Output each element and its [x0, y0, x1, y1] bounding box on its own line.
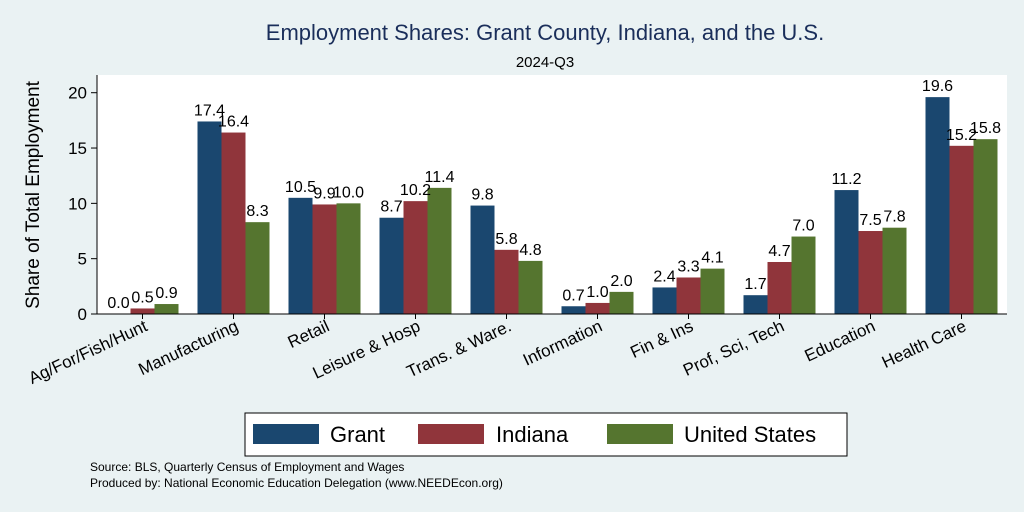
legend-label: Grant — [330, 422, 385, 447]
bar-indiana — [767, 261, 792, 314]
data-label: 11.4 — [425, 169, 455, 186]
data-label: 4.8 — [519, 242, 541, 259]
bar-united-states — [427, 187, 452, 314]
bar-grant — [288, 197, 313, 314]
bar-united-states — [973, 139, 998, 314]
bar-grant — [561, 306, 586, 314]
legend-label: Indiana — [496, 422, 569, 447]
bar-grant — [652, 287, 677, 314]
legend-swatch-indiana — [418, 424, 484, 444]
bar-grant — [743, 295, 768, 314]
bar-united-states — [245, 222, 270, 314]
bar-grant — [379, 217, 404, 314]
y-axis-label: Share of Total Employment — [23, 80, 44, 308]
data-label: 15.8 — [970, 120, 1001, 137]
bar-united-states — [518, 260, 543, 314]
bar-grant — [834, 190, 859, 314]
data-label: 8.3 — [246, 203, 268, 220]
bar-indiana — [403, 201, 428, 314]
data-label: 0.9 — [155, 285, 177, 302]
data-label: 0.5 — [131, 289, 153, 306]
bar-grant — [470, 205, 495, 314]
bar-united-states — [791, 236, 816, 314]
data-label: 10.2 — [400, 182, 431, 199]
y-tick-label: 5 — [78, 250, 87, 269]
bar-indiana — [585, 302, 610, 314]
source-note: Source: BLS, Quarterly Census of Employm… — [90, 460, 404, 474]
bar-indiana — [858, 231, 883, 314]
bar-indiana — [312, 204, 337, 314]
data-label: 2.0 — [610, 273, 632, 290]
data-label: 9.8 — [471, 187, 493, 204]
bar-united-states — [336, 203, 361, 314]
data-label: 17.4 — [194, 102, 225, 119]
data-label: 8.7 — [380, 199, 402, 216]
data-label: 15.2 — [946, 127, 977, 144]
data-label: 16.4 — [218, 114, 249, 131]
y-tick-label: 15 — [68, 139, 87, 158]
data-label: 10.5 — [285, 179, 316, 196]
data-label: 4.1 — [701, 250, 723, 267]
data-label: 2.4 — [653, 268, 675, 285]
data-label: 0.0 — [107, 295, 129, 312]
bar-indiana — [494, 249, 519, 314]
data-labels-layer: 0.0 0.5 0.917.416.48.310.59.910.08.710.211… — [107, 78, 1001, 312]
bar-indiana — [221, 132, 246, 314]
data-label: 7.8 — [883, 209, 905, 226]
legend-swatch-united-states — [607, 424, 673, 444]
bar-grant — [925, 97, 950, 314]
legend: Grant Indiana United States — [253, 422, 816, 447]
producer-note: Produced by: National Economic Education… — [90, 476, 503, 490]
data-label: 3.3 — [677, 258, 699, 275]
data-label: 7.0 — [792, 218, 814, 235]
data-label: 5.8 — [495, 231, 517, 248]
chart-title: Employment Shares: Grant County, Indiana… — [266, 20, 824, 45]
chart-subtitle: 2024-Q3 — [516, 54, 574, 71]
y-tick-label: 10 — [68, 194, 87, 213]
bar-indiana — [130, 308, 155, 314]
data-label: 10.0 — [333, 184, 364, 201]
data-label: 7.5 — [859, 212, 881, 229]
data-label: 11.2 — [832, 171, 862, 188]
bar-united-states — [700, 268, 725, 314]
bar-united-states — [154, 304, 179, 314]
data-label: 1.0 — [586, 284, 608, 301]
legend-box — [244, 412, 848, 457]
data-label: 9.9 — [313, 185, 335, 202]
bar-united-states — [609, 291, 634, 314]
legend-swatch-grant — [253, 424, 319, 444]
y-tick-label: 0 — [78, 305, 87, 324]
legend-label: United States — [684, 422, 816, 447]
bar-grant — [197, 121, 222, 314]
y-tick-label: 20 — [68, 84, 87, 103]
data-label: 0.7 — [562, 287, 584, 304]
bar-indiana — [676, 277, 701, 314]
bar-united-states — [882, 227, 907, 314]
data-label: 4.7 — [768, 243, 790, 260]
data-label: 19.6 — [922, 78, 953, 95]
y-ticks-layer: 0 5 10 15 20 — [68, 84, 97, 324]
bars-layer — [130, 97, 998, 314]
data-label: 1.7 — [744, 276, 766, 293]
bar-indiana — [949, 145, 974, 314]
